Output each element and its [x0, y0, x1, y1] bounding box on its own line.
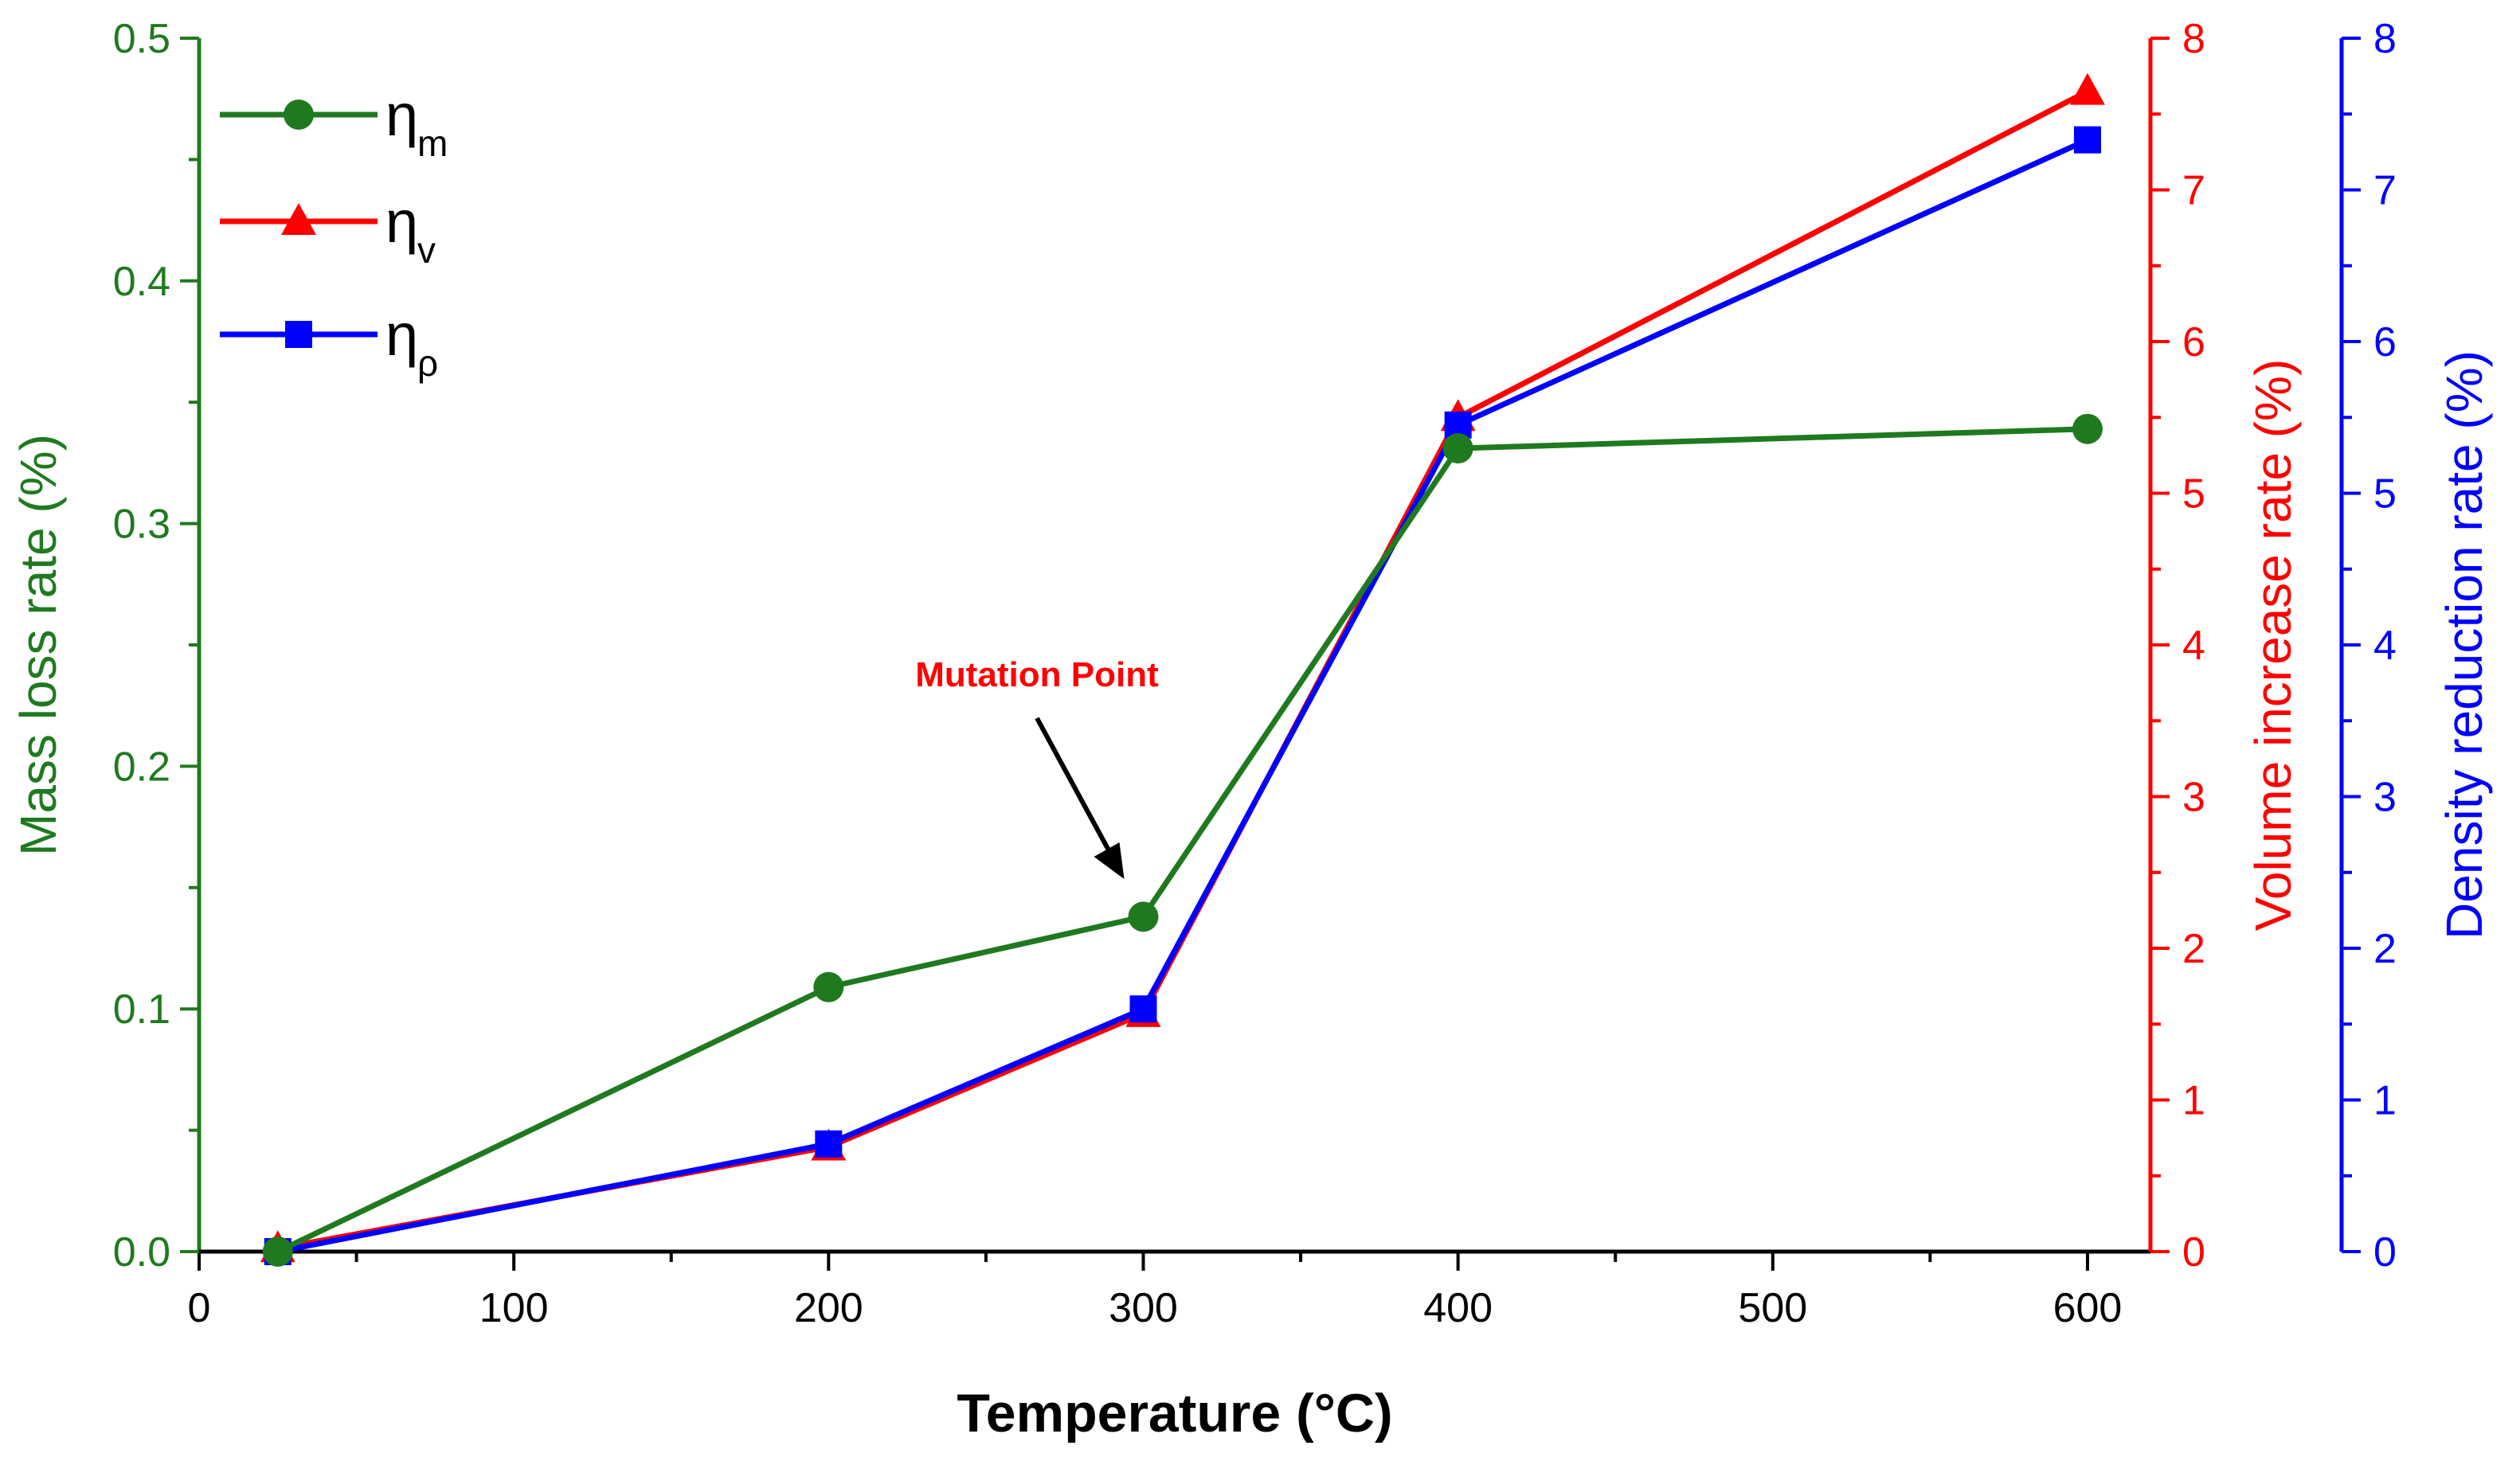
data-point-m	[2072, 413, 2103, 444]
volume-axis-tick-label: 4	[2182, 623, 2205, 669]
data-point-m	[1442, 433, 1473, 464]
left-axis-label: Mass loss rate (%)	[10, 434, 67, 856]
volume-axis-tick-label: 2	[2182, 926, 2205, 972]
volume-axis-tick-label: 7	[2182, 168, 2205, 214]
legend-symbol: η	[385, 302, 418, 368]
volume-axis-tick-label: 6	[2182, 319, 2205, 365]
x-tick-label: 500	[1738, 1285, 1807, 1331]
x-tick-label: 600	[2053, 1285, 2123, 1331]
left-tick-label: 0.2	[113, 744, 170, 790]
density-axis-tick-label: 1	[2373, 1078, 2397, 1124]
data-point-m	[262, 1236, 293, 1267]
volume-axis-tick-label: 0	[2182, 1229, 2205, 1276]
x-tick-label: 0	[188, 1285, 211, 1331]
left-tick-label: 0.0	[113, 1229, 170, 1276]
volume-axis-tick-label: 5	[2182, 471, 2205, 518]
density-axis-label: Density reduction rate (%)	[2436, 350, 2493, 940]
density-axis-tick-label: 6	[2373, 319, 2397, 365]
legend-subscript: v	[417, 229, 436, 271]
annotation-arrow-shaft	[1035, 717, 1116, 860]
left-tick-label: 0.1	[113, 986, 170, 1033]
data-point-ρ	[2073, 126, 2101, 154]
legend-marker-v	[281, 203, 316, 235]
legend-marker-ρ	[285, 321, 312, 348]
left-tick-label: 0.3	[113, 502, 170, 548]
annotation-arrow-head	[1094, 842, 1125, 879]
data-point-v	[2069, 72, 2105, 105]
legend-symbol: η	[385, 82, 418, 148]
legend-marker-m	[284, 100, 314, 130]
left-tick-label: 0.5	[113, 16, 170, 62]
series-line-m	[276, 426, 2088, 1255]
series-line-ρ	[277, 137, 2089, 1255]
x-axis-label: Temperature (°C)	[957, 1383, 1392, 1444]
density-axis-tick-label: 7	[2373, 168, 2397, 214]
x-tick-label: 200	[794, 1285, 863, 1331]
density-axis-tick-label: 4	[2373, 623, 2397, 669]
x-tick-label: 100	[479, 1285, 549, 1331]
legend-symbol: η	[385, 189, 418, 255]
series-m	[262, 413, 2103, 1267]
density-axis-tick-label: 3	[2373, 775, 2397, 821]
density-axis-tick-label: 5	[2373, 471, 2397, 518]
density-axis-tick-label: 8	[2373, 16, 2397, 62]
legend-subscript: m	[417, 123, 448, 164]
left-axis: 0.0 0.1 0.2 0.3 0.4 0.5	[113, 16, 199, 1276]
x-tick-label: 400	[1423, 1285, 1493, 1331]
left-tick-label: 0.4	[113, 259, 170, 305]
density-axis: 0 1 2 3 4 5 6 7 8	[2342, 16, 2397, 1276]
data-point-ρ	[1129, 995, 1157, 1023]
series-v	[260, 72, 2105, 1263]
data-point-m	[1128, 901, 1159, 932]
legend-subscript: ρ	[417, 342, 438, 384]
data-point-m	[813, 971, 844, 1002]
x-tick-label: 300	[1109, 1285, 1178, 1331]
volume-axis: 0 1 2 3 4 5 6 7 8	[2150, 16, 2205, 1276]
volume-axis-tick-label: 8	[2182, 16, 2205, 62]
data-point-ρ	[815, 1130, 843, 1158]
x-axis: 0 100 200 300 400 500 600	[188, 1252, 2123, 1331]
volume-axis-tick-label: 1	[2182, 1078, 2205, 1124]
volume-axis-tick-label: 3	[2182, 775, 2205, 821]
annotation: Mutation Point	[915, 655, 1159, 879]
volume-axis-label: Volume increase rate (%)	[2244, 359, 2302, 932]
series-ρ	[264, 126, 2101, 1265]
density-axis-tick-label: 2	[2373, 926, 2397, 972]
density-axis-tick-label: 0	[2373, 1229, 2397, 1276]
annotation-text: Mutation Point	[915, 655, 1159, 694]
